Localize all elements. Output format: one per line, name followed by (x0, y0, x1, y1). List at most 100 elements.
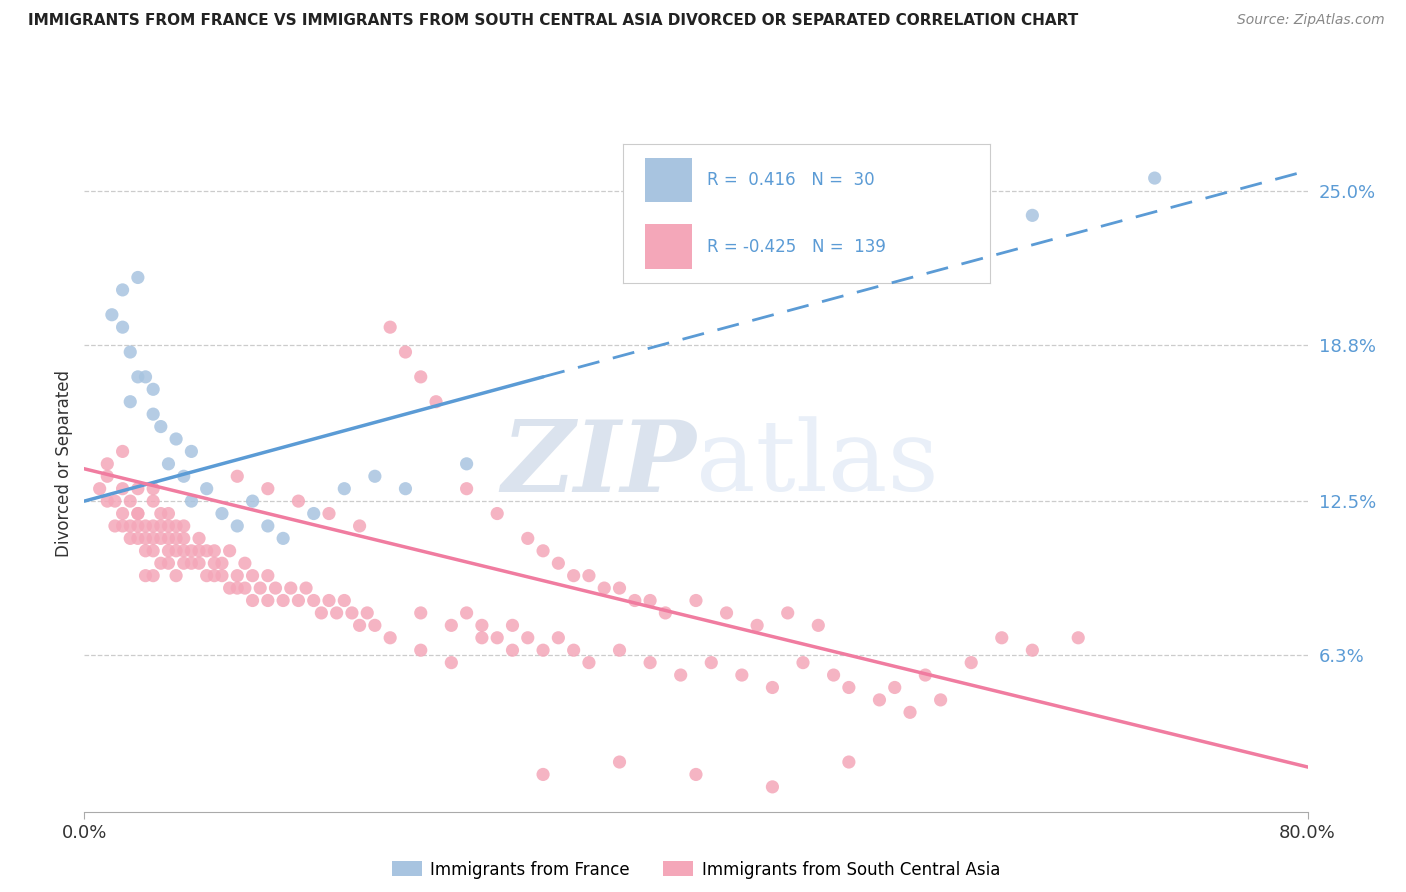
Point (202, 568, 225, 582)
Point (271, 593, 294, 607)
Point (218, 544, 240, 558)
Point (142, 532, 165, 546)
Point (195, 544, 218, 558)
Point (287, 593, 309, 607)
Point (195, 482, 218, 496)
Point (180, 494, 202, 508)
Point (624, 593, 647, 607)
Point (731, 668, 754, 682)
Point (149, 532, 172, 546)
Point (135, 369, 157, 384)
Point (127, 507, 149, 521)
Point (333, 593, 356, 607)
Point (180, 444, 202, 458)
Point (349, 519, 371, 533)
Point (111, 320, 134, 334)
Point (394, 345, 416, 359)
Text: Source: ZipAtlas.com: Source: ZipAtlas.com (1237, 13, 1385, 28)
Point (356, 606, 378, 620)
Point (165, 568, 187, 582)
Point (202, 556, 225, 570)
Point (120, 494, 142, 508)
Point (502, 643, 524, 657)
Point (188, 532, 211, 546)
Point (914, 668, 936, 682)
Point (364, 469, 387, 483)
Point (195, 568, 218, 582)
Point (142, 482, 165, 496)
Point (380, 631, 402, 645)
Point (271, 532, 294, 546)
Point (486, 507, 509, 521)
Point (669, 668, 692, 682)
Point (425, 394, 447, 409)
Point (165, 519, 187, 533)
Point (242, 568, 264, 582)
Point (960, 656, 983, 670)
Point (142, 382, 165, 396)
Point (578, 656, 600, 670)
Point (157, 457, 180, 471)
Point (96, 494, 118, 508)
Point (409, 643, 432, 657)
Point (101, 308, 124, 322)
Point (838, 755, 860, 769)
Point (747, 618, 769, 632)
Point (165, 544, 187, 558)
Point (456, 606, 478, 620)
Point (149, 519, 172, 533)
Point (394, 482, 416, 496)
Point (654, 606, 676, 620)
Point (211, 507, 233, 521)
Point (135, 568, 157, 582)
Point (898, 706, 921, 720)
Point (242, 494, 264, 508)
Y-axis label: Divorced or Separated: Divorced or Separated (55, 370, 73, 558)
Point (409, 369, 432, 384)
Point (340, 606, 363, 620)
Point (531, 643, 554, 657)
Point (593, 581, 616, 595)
Point (226, 519, 249, 533)
Point (761, 780, 783, 794)
Point (547, 631, 569, 645)
Point (869, 693, 891, 707)
Point (173, 532, 195, 546)
Point (287, 494, 309, 508)
Point (142, 568, 165, 582)
Point (1143, 171, 1166, 186)
Point (120, 532, 142, 546)
Point (700, 656, 723, 670)
Point (157, 532, 180, 546)
Point (792, 656, 814, 670)
Point (456, 457, 478, 471)
Point (157, 507, 180, 521)
Point (380, 320, 402, 334)
Point (135, 519, 157, 533)
Point (111, 507, 134, 521)
Point (149, 507, 172, 521)
Point (127, 532, 149, 546)
Point (165, 532, 187, 546)
Point (157, 556, 180, 570)
Point (562, 643, 585, 657)
Point (202, 544, 225, 558)
Point (807, 618, 830, 632)
Point (333, 482, 356, 496)
Point (929, 693, 952, 707)
Point (96, 469, 118, 483)
Point (233, 581, 256, 595)
Point (173, 544, 195, 558)
Point (89, 482, 111, 496)
Point (111, 444, 134, 458)
Point (562, 568, 585, 582)
Legend: Immigrants from France, Immigrants from South Central Asia: Immigrants from France, Immigrants from … (384, 852, 1008, 887)
Point (716, 606, 738, 620)
Point (280, 581, 302, 595)
Point (127, 482, 149, 496)
Point (311, 606, 333, 620)
Point (142, 544, 165, 558)
Point (823, 668, 845, 682)
Point (609, 643, 631, 657)
Point (486, 631, 509, 645)
